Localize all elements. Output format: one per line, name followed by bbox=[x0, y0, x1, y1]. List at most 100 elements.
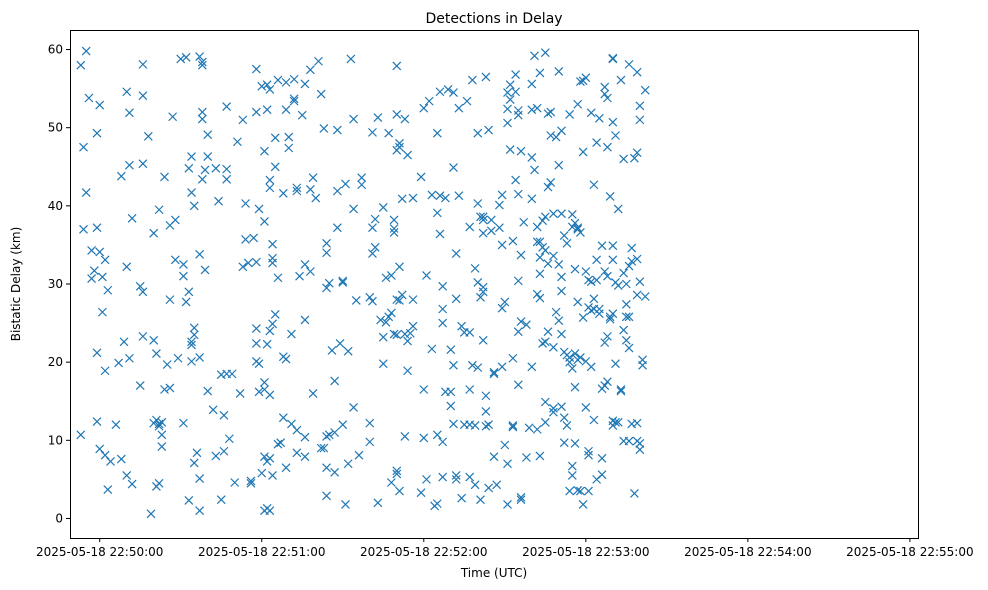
data-point bbox=[195, 52, 205, 61]
data-point bbox=[467, 75, 477, 85]
data-point bbox=[470, 480, 480, 490]
data-point bbox=[357, 180, 367, 190]
data-point bbox=[511, 70, 521, 79]
data-point bbox=[581, 267, 591, 276]
data-point bbox=[562, 421, 572, 430]
data-point bbox=[351, 295, 361, 305]
x-tick-label: 2025-05-18 22:54:00 bbox=[684, 545, 811, 559]
data-point bbox=[408, 321, 418, 331]
data-point bbox=[584, 275, 593, 285]
data-point bbox=[481, 406, 491, 416]
data-point bbox=[597, 241, 607, 251]
data-point bbox=[92, 128, 102, 138]
data-point bbox=[608, 117, 618, 127]
data-point bbox=[197, 60, 207, 70]
data-point bbox=[427, 344, 437, 354]
x-tick-label: 2025-05-18 22:52:00 bbox=[360, 545, 487, 559]
data-point bbox=[546, 107, 556, 117]
data-point bbox=[268, 239, 277, 249]
data-point bbox=[632, 290, 642, 300]
data-point bbox=[554, 160, 564, 170]
data-point bbox=[211, 163, 221, 173]
data-point bbox=[416, 172, 426, 182]
data-point bbox=[621, 335, 631, 345]
data-point bbox=[422, 474, 431, 484]
data-point bbox=[254, 359, 264, 369]
data-point bbox=[403, 150, 413, 160]
data-point bbox=[222, 164, 232, 174]
data-point bbox=[103, 485, 113, 494]
data-point bbox=[557, 402, 566, 412]
data-point bbox=[289, 94, 299, 104]
data-point bbox=[181, 52, 191, 62]
data-point bbox=[478, 228, 488, 238]
data-point bbox=[89, 266, 99, 276]
data-point bbox=[316, 443, 326, 453]
data-point bbox=[273, 439, 283, 449]
data-point bbox=[92, 417, 102, 426]
data-point bbox=[592, 138, 602, 147]
data-point bbox=[476, 495, 485, 505]
data-point bbox=[330, 467, 340, 477]
data-point bbox=[516, 317, 526, 326]
data-point bbox=[519, 217, 529, 227]
data-point bbox=[138, 287, 148, 297]
data-point bbox=[197, 107, 207, 117]
data-point bbox=[489, 452, 499, 462]
data-point bbox=[106, 456, 115, 466]
data-point bbox=[603, 377, 612, 387]
data-point bbox=[424, 96, 434, 106]
data-point bbox=[465, 472, 475, 482]
data-point bbox=[127, 213, 137, 223]
data-point bbox=[592, 255, 602, 265]
data-point bbox=[265, 84, 275, 94]
data-point bbox=[332, 223, 342, 233]
data-point bbox=[557, 126, 566, 136]
data-point bbox=[395, 262, 404, 272]
data-point bbox=[208, 405, 218, 415]
data-point bbox=[543, 259, 553, 269]
data-point bbox=[557, 329, 566, 339]
data-point bbox=[435, 87, 445, 97]
data-point bbox=[484, 125, 494, 135]
data-point bbox=[540, 417, 550, 427]
data-point bbox=[332, 125, 342, 135]
data-point bbox=[513, 380, 523, 390]
data-point bbox=[513, 189, 523, 199]
data-point bbox=[265, 390, 275, 400]
data-point bbox=[365, 437, 375, 447]
data-point bbox=[584, 486, 593, 496]
data-point bbox=[613, 417, 623, 427]
data-point bbox=[300, 315, 310, 325]
data-point bbox=[540, 245, 550, 255]
data-point bbox=[400, 431, 410, 441]
data-point bbox=[548, 251, 558, 261]
data-point bbox=[627, 256, 637, 266]
data-point bbox=[322, 283, 331, 293]
data-point bbox=[389, 215, 399, 225]
data-point bbox=[605, 314, 615, 324]
data-point bbox=[187, 337, 196, 347]
data-point bbox=[419, 103, 429, 113]
data-point bbox=[470, 421, 480, 430]
data-point bbox=[516, 492, 526, 502]
data-point bbox=[527, 362, 537, 372]
data-point bbox=[608, 241, 618, 251]
data-point bbox=[349, 114, 358, 124]
data-point bbox=[292, 183, 302, 193]
data-point bbox=[589, 294, 599, 304]
data-point bbox=[616, 75, 626, 85]
data-point bbox=[273, 75, 283, 85]
data-point bbox=[557, 286, 566, 296]
data-point bbox=[160, 385, 169, 394]
data-point bbox=[451, 471, 461, 480]
data-point bbox=[497, 240, 507, 250]
data-point bbox=[292, 186, 302, 196]
data-point bbox=[395, 486, 404, 496]
data-point bbox=[168, 112, 178, 122]
data-point bbox=[395, 138, 404, 148]
data-point bbox=[546, 177, 556, 187]
data-point bbox=[621, 279, 631, 289]
data-point bbox=[222, 102, 232, 112]
data-point bbox=[635, 439, 645, 448]
